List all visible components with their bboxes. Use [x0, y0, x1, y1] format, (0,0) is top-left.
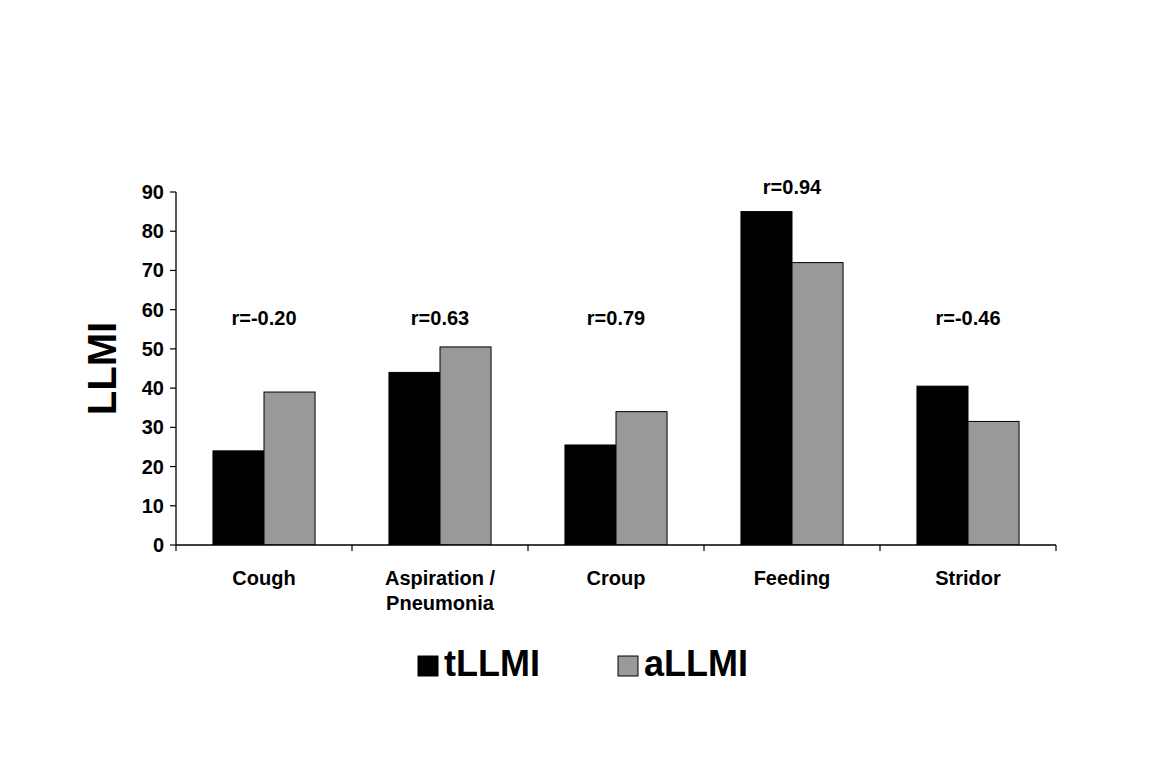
- bar: [264, 392, 315, 545]
- y-tick: [170, 466, 176, 467]
- y-tick-label: 30: [142, 416, 164, 438]
- y-tick-label: 60: [142, 299, 164, 321]
- y-tick: [170, 348, 176, 349]
- category-label: Stridor: [935, 567, 1001, 589]
- bar: [968, 421, 1019, 545]
- x-tick: [1055, 545, 1056, 551]
- legend-swatch: [618, 656, 638, 676]
- y-tick-label: 80: [142, 220, 164, 242]
- y-tick: [170, 427, 176, 428]
- legend-swatch: [418, 656, 438, 676]
- x-tick: [879, 545, 880, 551]
- annotation: r=0.94: [763, 176, 822, 198]
- y-tick: [170, 505, 176, 506]
- bar: [389, 372, 440, 545]
- bar: [616, 412, 667, 545]
- legend-label: tLLMI: [444, 643, 540, 684]
- background: [0, 0, 1158, 784]
- annotation: r=0.79: [587, 307, 645, 329]
- bar: [213, 451, 264, 545]
- legend: tLLMI aLLMI: [418, 643, 748, 684]
- chart: 0 10 20 30 40 50 60 70 80 90 LLMI Cough Aspiration /…: [0, 0, 1158, 784]
- bar: [440, 347, 491, 545]
- y-tick-label: 90: [142, 181, 164, 203]
- bar: [565, 445, 616, 545]
- y-tick-label: 70: [142, 259, 164, 281]
- bar: [792, 263, 843, 545]
- y-tick: [170, 231, 176, 232]
- y-axis-label: LLMI: [80, 322, 124, 415]
- x-tick: [527, 545, 528, 551]
- category-label: Cough: [232, 567, 295, 589]
- y-tick: [170, 309, 176, 310]
- category-label: Croup: [587, 567, 646, 589]
- x-tick: [351, 545, 352, 551]
- y-tick: [170, 388, 176, 389]
- category-label: Aspiration /Pneumonia: [385, 567, 495, 614]
- bar: [741, 212, 792, 545]
- bar: [917, 386, 968, 545]
- bars: [213, 212, 1019, 545]
- y-axis: [175, 192, 176, 545]
- x-axis: [176, 544, 1056, 545]
- y-tick: [170, 270, 176, 271]
- y-tick-label: 10: [142, 495, 164, 517]
- annotation: r=-0.46: [935, 307, 1000, 329]
- annotation: r=0.63: [411, 307, 469, 329]
- y-tick: [170, 544, 176, 545]
- y-tick: [170, 191, 176, 192]
- y-tick-label: 50: [142, 338, 164, 360]
- legend-label: aLLMI: [644, 643, 748, 684]
- category-label: Feeding: [754, 567, 831, 589]
- y-tick-label: 20: [142, 456, 164, 478]
- annotation: r=-0.20: [231, 307, 296, 329]
- y-tick-label: 40: [142, 377, 164, 399]
- y-tick-label: 0: [153, 534, 164, 556]
- x-tick: [175, 545, 176, 551]
- x-tick: [703, 545, 704, 551]
